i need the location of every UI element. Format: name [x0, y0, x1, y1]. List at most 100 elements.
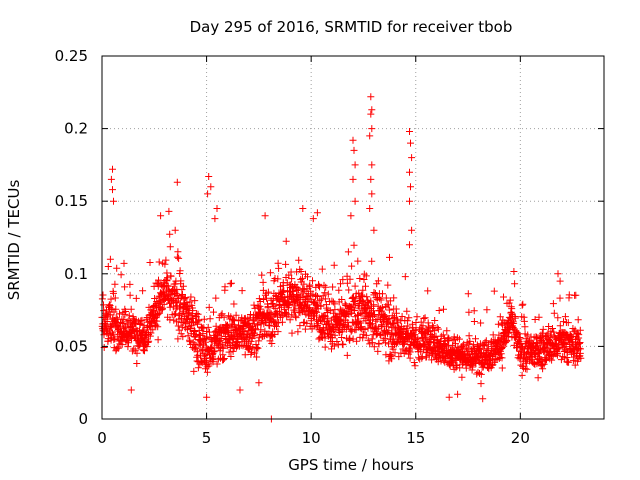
data-point — [307, 317, 315, 325]
data-point — [454, 344, 462, 352]
data-point — [164, 282, 172, 290]
data-point — [351, 282, 359, 290]
data-point — [251, 332, 259, 340]
data-point — [126, 280, 134, 288]
data-point — [391, 349, 399, 357]
data-point — [204, 323, 212, 331]
data-point — [199, 330, 207, 338]
data-point — [374, 347, 382, 355]
data-point — [220, 313, 228, 321]
data-point — [252, 345, 260, 353]
data-point — [161, 260, 169, 268]
data-point — [381, 339, 389, 347]
data-point — [106, 255, 114, 263]
data-point — [561, 340, 569, 348]
data-point — [477, 380, 485, 388]
data-point — [264, 288, 272, 296]
data-point — [421, 314, 429, 322]
data-point — [370, 301, 378, 309]
data-point — [192, 330, 200, 338]
data-point — [339, 341, 347, 349]
data-point — [312, 301, 320, 309]
data-point — [155, 258, 163, 266]
data-point — [424, 319, 432, 327]
data-point — [470, 307, 478, 315]
data-point — [500, 342, 508, 350]
data-point — [255, 379, 263, 387]
data-point — [213, 360, 221, 368]
data-point — [531, 316, 539, 323]
data-point — [556, 294, 564, 302]
data-point — [324, 290, 332, 298]
data-point — [439, 331, 447, 339]
data-point — [127, 386, 135, 394]
data-point — [220, 356, 227, 364]
data-point — [411, 362, 419, 370]
data-point — [250, 301, 258, 309]
data-point — [301, 325, 309, 333]
data-point — [154, 310, 162, 318]
data-point — [316, 283, 323, 291]
data-point — [379, 290, 386, 298]
data-point — [203, 393, 211, 401]
data-point — [556, 277, 564, 285]
data-point — [472, 335, 479, 343]
data-point — [483, 345, 491, 353]
data-point — [523, 365, 531, 373]
data-point — [258, 271, 266, 279]
data-point — [213, 205, 221, 212]
data-point — [372, 317, 380, 325]
data-point — [179, 282, 187, 290]
data-point — [174, 248, 182, 256]
data-point — [112, 314, 120, 322]
data-point — [571, 361, 579, 369]
data-point — [403, 307, 411, 315]
data-point — [498, 364, 506, 372]
data-point — [205, 303, 213, 311]
data-point — [536, 349, 544, 357]
data-point — [362, 282, 369, 290]
data-point — [550, 309, 558, 317]
data-point — [371, 311, 378, 318]
data-point — [321, 295, 329, 303]
data-point — [198, 346, 206, 354]
data-point — [440, 305, 447, 313]
data-point — [116, 310, 123, 318]
data-point — [521, 323, 529, 331]
data-point — [364, 336, 372, 344]
data-point — [99, 291, 107, 299]
data-point — [549, 325, 556, 332]
data-point — [313, 209, 321, 217]
data-point — [268, 317, 276, 325]
data-point — [446, 362, 454, 370]
data-point — [299, 205, 307, 212]
data-point — [366, 205, 374, 212]
data-point — [343, 279, 351, 287]
data-point — [373, 329, 381, 337]
data-point — [549, 300, 557, 308]
data-point — [292, 314, 300, 322]
data-point — [433, 324, 441, 331]
data-point — [194, 320, 201, 328]
data-point — [296, 322, 304, 330]
data-point — [522, 354, 530, 362]
data-point — [175, 326, 183, 334]
data-point — [358, 291, 366, 299]
data-point — [221, 283, 229, 291]
data-point — [390, 320, 398, 328]
data-point — [203, 368, 211, 376]
data-point — [443, 343, 451, 351]
data-point — [498, 344, 506, 351]
data-point — [218, 340, 226, 348]
data-point — [351, 161, 359, 169]
data-point — [125, 339, 132, 347]
data-point — [367, 175, 375, 183]
data-point — [274, 328, 282, 336]
data-point — [183, 299, 191, 306]
data-point — [266, 269, 274, 277]
data-point — [174, 292, 182, 299]
data-point — [479, 395, 487, 403]
data-point — [331, 331, 339, 339]
data-point — [336, 320, 344, 328]
data-point — [166, 243, 174, 251]
